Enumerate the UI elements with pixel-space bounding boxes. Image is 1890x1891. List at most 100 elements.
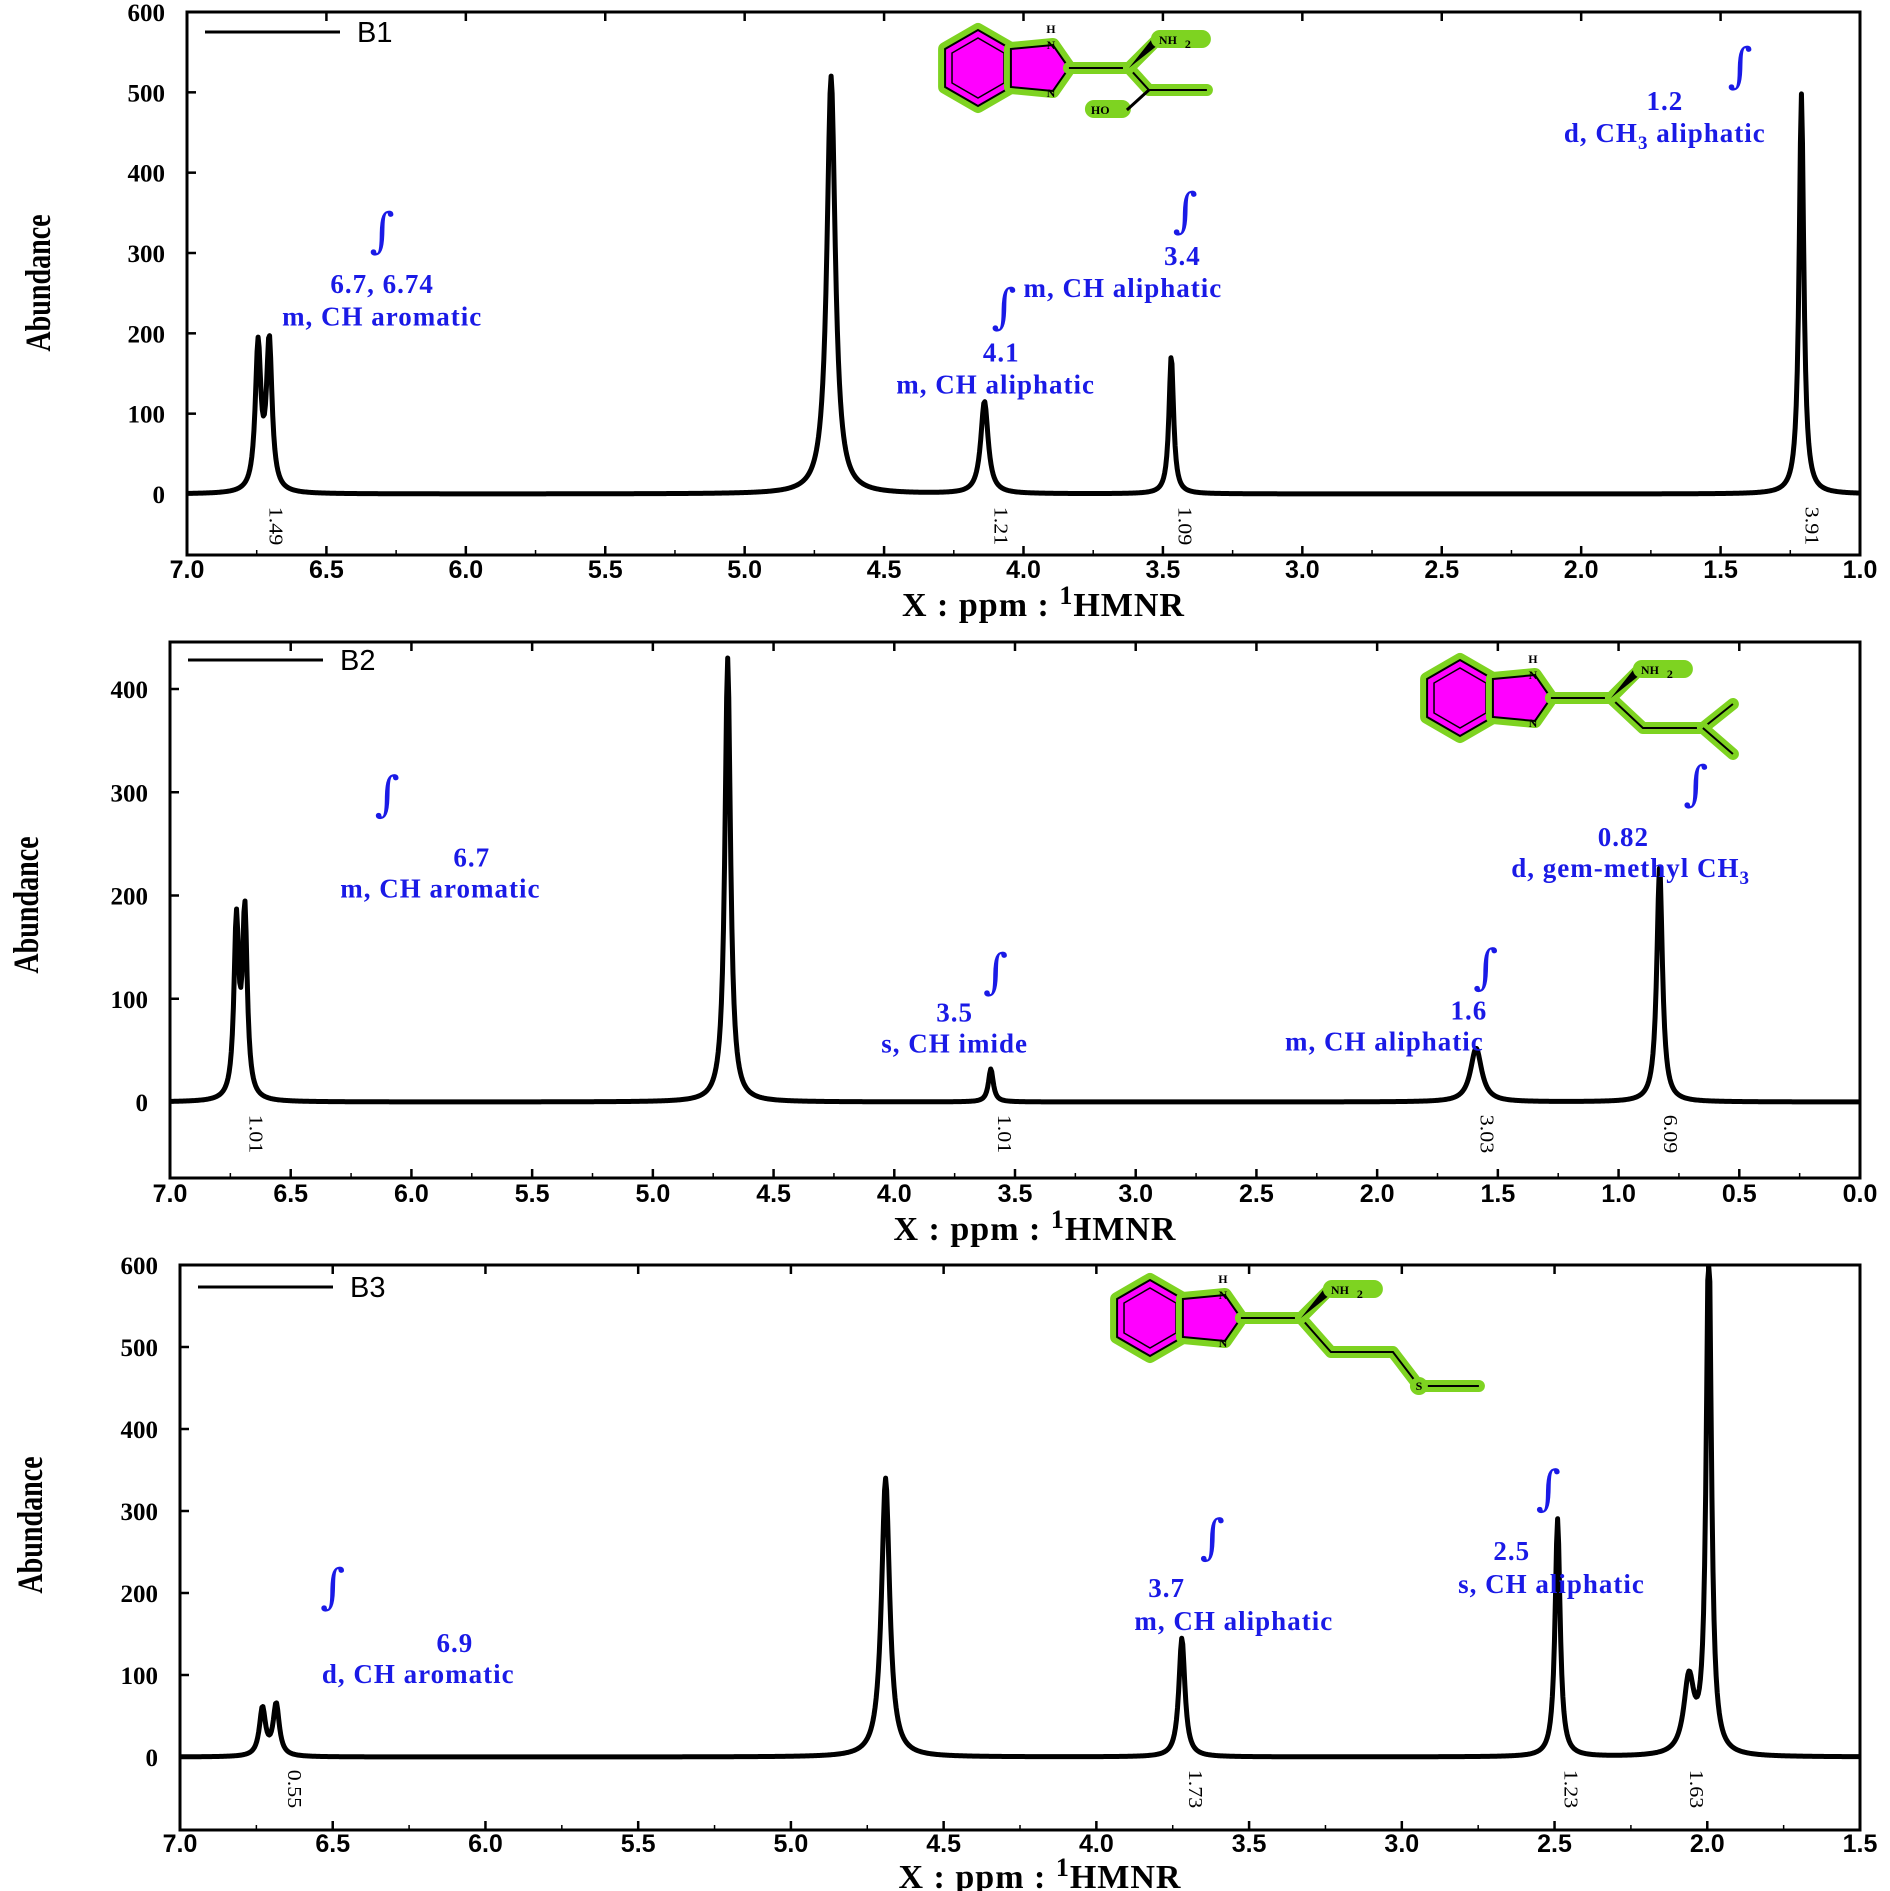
integral-icon: ∫: [1200, 1510, 1225, 1566]
peak-assignment-label: m, CH aromatic: [282, 301, 482, 331]
integral-value: 1.21: [990, 507, 1013, 545]
peak-assignment-label: m, CH aliphatic: [1024, 273, 1223, 303]
y-tick-label: 600: [128, 0, 166, 27]
peak-assignment-label: d, gem-methyl CH3: [1511, 853, 1750, 889]
atom-label-nh2: NH: [1159, 33, 1178, 47]
integral-icon: ∫: [983, 944, 1008, 1000]
x-tick-label: 1.0: [1843, 556, 1878, 584]
y-axis-label: Abundance: [6, 836, 46, 973]
x-tick-label: 6.5: [309, 556, 344, 584]
peak-assignment-label: s, CH imide: [881, 1028, 1028, 1058]
spectrum-trace: [187, 73, 1860, 497]
x-tick-label: 2.0: [1690, 1830, 1725, 1858]
y-tick-label: 500: [121, 1335, 159, 1362]
integral-value: 1.23: [1560, 1770, 1583, 1808]
y-tick-label: 400: [128, 161, 166, 188]
peak-assignment-label: m, CH aliphatic: [896, 370, 1095, 400]
integral-value: 1.01: [993, 1115, 1016, 1153]
peak-shift-label: 3.7: [1148, 1573, 1185, 1603]
legend-label: B2: [340, 645, 375, 677]
integral-value: 1.49: [265, 507, 288, 545]
peak-assignment-label: s, CH aliphatic: [1458, 1569, 1645, 1599]
x-tick-label: 4.5: [756, 1180, 791, 1208]
atom-label-nh: N: [1219, 1288, 1228, 1302]
integral-value: 0.55: [283, 1770, 306, 1808]
integral-value: 1.63: [1685, 1770, 1708, 1808]
integral-value: 3.03: [1476, 1115, 1499, 1153]
atom-label-nh2-sub: 2: [1357, 1287, 1363, 1301]
wedge-bond: [1300, 1289, 1330, 1318]
nh2-halo: [1632, 660, 1693, 678]
atom-label-h: H: [1528, 652, 1538, 666]
legend-label: B1: [357, 17, 392, 49]
peak-assignment-label: m, CH aliphatic: [1285, 1026, 1484, 1056]
x-tick-label: 6.5: [273, 1180, 308, 1208]
peak-shift-label: 3.4: [1164, 241, 1201, 271]
imidazole-ring: [1181, 1293, 1243, 1343]
atom-label-n: N: [1529, 716, 1538, 730]
integral-icon: ∫: [1473, 940, 1498, 996]
y-tick-label: 100: [111, 987, 149, 1014]
x-tick-label: 2.5: [1239, 1180, 1274, 1208]
atom-label-h: H: [1046, 22, 1056, 36]
x-tick-label: 4.0: [877, 1180, 912, 1208]
x-axis-label: X : ppm : 1HMNR: [899, 1853, 1182, 1891]
spectrum-trace: [180, 1265, 1860, 1760]
peak-assignment-label: d, CH3 aliphatic: [1564, 118, 1766, 154]
atom-label-s: S: [1416, 1379, 1423, 1393]
x-tick-label: 3.0: [1118, 1180, 1153, 1208]
x-tick-label: 3.0: [1384, 1830, 1419, 1858]
x-tick-label: 7.0: [170, 556, 205, 584]
atom-label-nh2-sub: 2: [1667, 667, 1673, 681]
y-tick-label: 200: [111, 884, 149, 911]
y-tick-label: 0: [146, 1745, 159, 1772]
y-tick-label: 200: [128, 321, 166, 348]
x-tick-label: 6.0: [448, 556, 483, 584]
x-tick-label: 5.0: [635, 1180, 670, 1208]
integral-value: 3.91: [1801, 507, 1824, 545]
x-tick-label: 7.0: [153, 1180, 188, 1208]
peak-shift-label: 3.5: [936, 997, 973, 1027]
x-tick-label: 3.0: [1285, 556, 1320, 584]
atom-label-n: N: [1047, 86, 1056, 100]
x-tick-label: 4.0: [1079, 1830, 1114, 1858]
s-halo: [1409, 1377, 1428, 1395]
peak-shift-label: 0.82: [1598, 822, 1649, 852]
x-tick-label: 0.5: [1722, 1180, 1757, 1208]
y-tick-label: 200: [121, 1581, 159, 1608]
integral-icon: ∫: [1728, 38, 1753, 94]
imidazole-ring: [1491, 673, 1553, 723]
integral-icon: ∫: [370, 203, 395, 259]
x-tick-label: 1.5: [1703, 556, 1738, 584]
x-tick-label: 1.0: [1601, 1180, 1636, 1208]
y-tick-label: 100: [128, 402, 166, 429]
side-chain: [1068, 67, 1207, 91]
x-axis-label: X : ppm : 1HMNR: [894, 1205, 1177, 1248]
atom-label-nh2-sub: 2: [1185, 37, 1191, 51]
integral-value: 6.09: [1659, 1115, 1682, 1153]
atom-label-nh: N: [1529, 668, 1538, 682]
x-tick-label: 2.0: [1360, 1180, 1395, 1208]
integral-icon: ∫: [1173, 183, 1198, 239]
x-tick-label: 5.5: [588, 556, 623, 584]
x-tick-label: 1.5: [1480, 1180, 1515, 1208]
integral-value: 1.09: [1174, 507, 1197, 545]
x-tick-label: 3.5: [1146, 556, 1181, 584]
legend-label: B3: [350, 1272, 385, 1304]
x-tick-label: 1.5: [1843, 1830, 1878, 1858]
spectrum-panel-b1: 7.0 6.5 6.0 5.5 5.0 4.5 4.0 3.5 3.0 2.5 2.0 1.5 1.0 0…: [18, 0, 1878, 624]
ho-bond: [1125, 88, 1150, 112]
x-tick-label: 6.5: [315, 1830, 350, 1858]
integral-icon: ∫: [1536, 1460, 1561, 1516]
side-chain: [1550, 697, 1734, 729]
y-tick-label: 0: [136, 1090, 149, 1117]
peak-shift-label: 1.6: [1451, 995, 1488, 1025]
y-tick-label: 400: [121, 1417, 159, 1444]
x-tick-label: 0.0: [1843, 1180, 1878, 1208]
plot-frame: [168, 640, 1862, 1180]
atom-label-h: H: [1218, 1272, 1228, 1286]
